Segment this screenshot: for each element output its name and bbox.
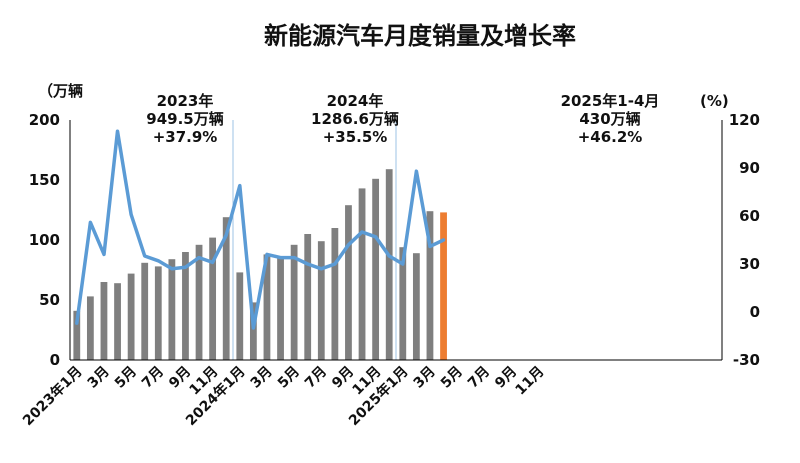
left-tick-0: 0 (50, 351, 60, 369)
axes (69, 120, 723, 361)
sales-bar-13 (249, 302, 257, 360)
sales-bar-4 (127, 273, 135, 360)
right-axis-unit: (%) (700, 92, 729, 110)
sales-bars (73, 169, 447, 360)
x-tick-17: 11月 (512, 364, 547, 399)
year-dividers (232, 120, 397, 360)
sales-bar-6 (154, 266, 162, 360)
left-y-ticks: 0 50 100 150 200 (29, 111, 60, 369)
sales-bar-23 (385, 169, 393, 360)
x-tick-14: 5月 (438, 364, 466, 392)
left-tick-2: 100 (29, 231, 60, 249)
x-tick-8: 5月 (275, 364, 303, 392)
sales-bar-18 (317, 241, 325, 360)
sales-bar-14 (263, 254, 271, 360)
right-y-ticks: -30 0 30 60 90 120 (729, 111, 760, 369)
annotation-0-line-2: +37.9% (153, 128, 218, 146)
x-tick-2: 5月 (112, 364, 140, 392)
right-tick-1: 0 (750, 303, 760, 321)
x-tick-0: 2023年1月 (19, 363, 85, 429)
sales-bar-24 (399, 247, 407, 360)
right-tick-2: 30 (739, 255, 760, 273)
annotation-0-line-0: 2023年 (157, 92, 214, 110)
annotation-1-line-0: 2024年 (327, 92, 384, 110)
annotation-0-line-1: 949.5万辆 (146, 110, 223, 128)
annotation-2-line-2: +46.2% (578, 128, 643, 146)
sales-bar-2 (100, 282, 108, 360)
x-tick-7: 3月 (248, 364, 276, 392)
sales-bar-19 (331, 228, 339, 360)
sales-bar-3 (114, 283, 121, 360)
right-tick-3: 60 (739, 207, 760, 225)
sales-bar-1 (86, 296, 94, 360)
annotation-1-line-1: 1286.6万辆 (311, 110, 399, 128)
sales-bar-20 (345, 205, 352, 360)
sales-bar-8 (182, 252, 189, 360)
left-tick-4: 200 (29, 111, 60, 129)
sales-bar-25 (412, 253, 420, 360)
annotation-1-line-2: +35.5% (323, 128, 388, 146)
sales-bar-15 (277, 258, 284, 360)
sales-bar-9 (195, 244, 203, 360)
growth-line (75, 129, 446, 330)
x-tick-15: 7月 (465, 364, 493, 392)
sales-bar-10 (209, 237, 217, 360)
x-tick-3: 7月 (139, 364, 167, 392)
growth-line-path (75, 129, 446, 330)
annotation-2-line-0: 2025年1-4月 (561, 92, 660, 110)
sales-bar-11 (222, 217, 230, 360)
left-axis-unit: （万辆 (38, 82, 83, 100)
sales-bar-22 (372, 178, 380, 360)
right-tick-0: -30 (733, 351, 760, 369)
sales-bar-26 (426, 211, 434, 360)
x-tick-9: 7月 (302, 364, 330, 392)
sales-bar-12 (236, 272, 244, 360)
sales-bar-5 (141, 262, 149, 360)
left-tick-3: 150 (29, 171, 60, 189)
right-tick-4: 90 (739, 159, 760, 177)
sales-bar-7 (168, 259, 176, 360)
sales-bar-27 (440, 212, 447, 360)
x-tick-13: 3月 (411, 364, 439, 392)
sales-bar-17 (304, 234, 312, 360)
sales-bar-21 (358, 188, 366, 360)
left-tick-1: 50 (39, 291, 60, 309)
x-tick-1: 3月 (85, 364, 113, 392)
annotation-2-line-1: 430万辆 (579, 110, 640, 128)
chart-title: 新能源汽车月度销量及增长率 (264, 22, 576, 50)
right-tick-5: 120 (729, 111, 760, 129)
sales-bar-0 (73, 310, 81, 360)
sales-bar-16 (290, 244, 298, 360)
